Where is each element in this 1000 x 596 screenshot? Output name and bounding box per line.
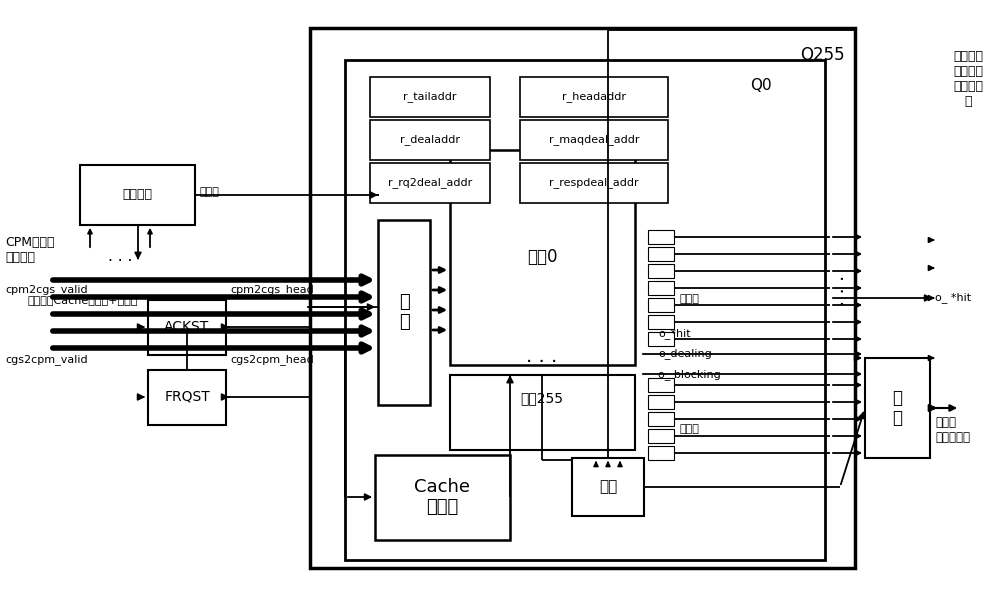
Text: o_ blocking: o_ blocking [658,370,721,380]
Text: 单元0: 单元0 [527,248,557,266]
Text: 解
析: 解 析 [399,293,409,331]
Bar [80,165,195,225]
Bar [648,412,674,426]
Text: r_maqdeal_addr: r_maqdeal_addr [549,135,639,145]
Text: r_respdeal_addr: r_respdeal_addr [549,178,639,188]
Bar [572,458,644,516]
Bar [345,60,825,560]
Bar [648,378,674,392]
Bar [648,247,674,261]
Text: 转移写入
等待队列
的单元内
容: 转移写入 等待队列 的单元内 容 [953,50,983,108]
Text: 各队列的Cache行地址+有效位: 各队列的Cache行地址+有效位 [28,295,138,305]
Bar [370,163,490,203]
Text: ACKST: ACKST [164,320,210,334]
Bar [310,28,855,568]
Bar [450,375,635,450]
Bar [648,332,674,346]
Text: o_dealing: o_dealing [658,349,712,359]
Text: · · ·: · · · [108,254,132,269]
Bar [148,370,226,425]
Bar [520,120,668,160]
Bar [378,220,430,405]
Text: 单元255: 单元255 [520,391,564,405]
Text: r_rq2deal_addr: r_rq2deal_addr [388,178,472,188]
Text: r_dealaddr: r_dealaddr [400,135,460,145]
Text: CPM各端口
相关信号: CPM各端口 相关信号 [5,236,54,264]
Bar [648,230,674,244]
Text: 状态锁: 状态锁 [679,424,699,434]
Text: cpm2cgs_head: cpm2cgs_head [230,284,314,296]
Text: FRQST: FRQST [164,390,210,404]
Text: · · ·: · · · [526,352,558,371]
Text: r_tailaddr: r_tailaddr [403,92,457,103]
Bar [520,163,668,203]
Bar [370,120,490,160]
Text: o_*hit: o_*hit [658,328,691,340]
Text: Q0: Q0 [750,78,772,93]
Bar [648,446,674,460]
Bar [648,315,674,329]
Text: Q255: Q255 [800,46,845,64]
Bar [648,395,674,409]
Text: · · ·: · · · [836,274,854,306]
Text: cgs2cpm_head: cgs2cpm_head [230,355,314,365]
Bar [648,429,674,443]
Text: 位
或: 位 或 [892,389,902,427]
Bar [865,358,930,458]
Bar [375,455,510,540]
Text: 状态锁: 状态锁 [679,294,699,304]
Text: Cache
行地址: Cache 行地址 [414,477,470,516]
Text: o_ *hit: o_ *hit [935,293,971,303]
Text: 指针错
多个命中错: 指针错 多个命中错 [935,416,970,444]
Bar [648,264,674,278]
Bar [148,300,226,355]
Bar [520,77,668,117]
Text: r_headaddr: r_headaddr [562,92,626,103]
Bar [450,150,635,365]
Bar [648,298,674,312]
Text: cpm2cgs_valid: cpm2cgs_valid [5,284,88,296]
Text: cgs2cpm_valid: cgs2cpm_valid [5,355,88,365]
Text: 写入管理: 写入管理 [122,188,152,201]
Bar [648,281,674,295]
Text: 写使能: 写使能 [200,187,220,197]
Bar [370,77,490,117]
Text: 位或: 位或 [599,480,617,495]
